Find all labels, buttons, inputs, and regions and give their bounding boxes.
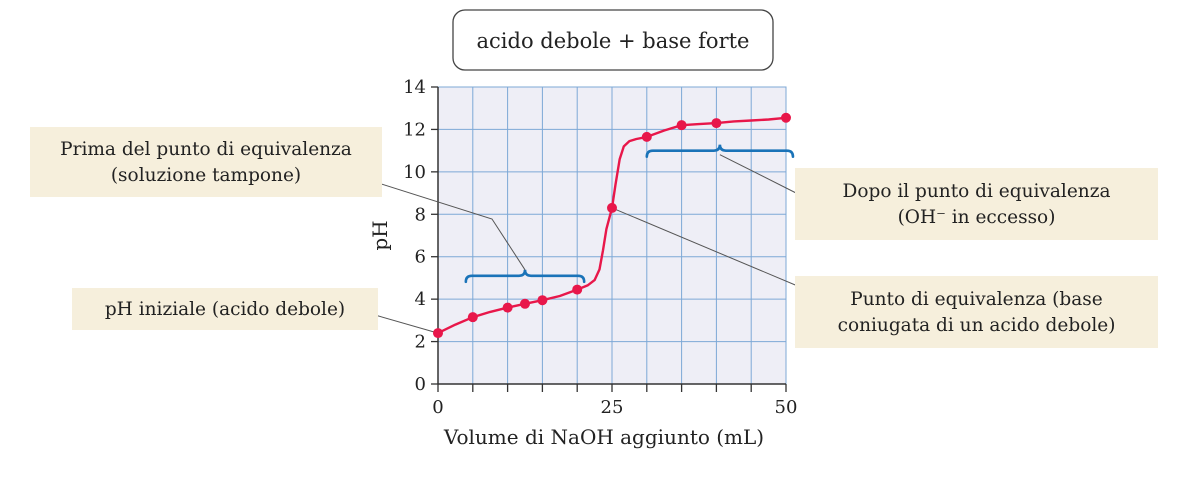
chart-title-box: acido debole + base forte [452,9,774,71]
callout: pH iniziale (acido debole) [72,288,378,330]
x-tick-label: 25 [601,397,624,418]
callout-text: coniugata di un acido debole) [838,315,1116,336]
callout-text: pH iniziale (acido debole) [105,299,345,320]
y-tick-label: 8 [415,204,426,225]
y-tick-label: 0 [415,374,426,395]
data-point [520,298,530,309]
leader-line [611,207,801,288]
series [433,112,791,339]
curly-bracket [645,144,795,158]
y-tick-label: 6 [415,247,426,268]
callout-text: (soluzione tampone) [111,165,301,186]
leader-line [374,314,439,334]
data-point [502,302,513,313]
leader-line [719,154,801,196]
callout-text: Punto di equivalenza (base [850,289,1102,310]
data-point [781,112,791,123]
data-point [572,284,583,295]
callout: Prima del punto di equivalenza (soluzione… [30,127,382,197]
callouts: Prima del punto di equivalenza (soluzione… [30,127,1158,348]
chart-title: acido debole + base forte [477,29,750,53]
callout-box [795,168,1158,240]
callout-box [30,127,382,197]
y-tick-label: 4 [415,289,426,310]
callout: Dopo il punto di equivalenza (OH⁻ in ecce… [795,168,1158,240]
callout-text: (OH⁻ in eccesso) [898,207,1056,228]
callout-text: Prima del punto di equivalenza [60,139,352,160]
y-tick-label: 12 [403,119,426,140]
y-tick-label: 10 [403,162,426,183]
y-axis-title: pH [368,220,392,250]
x-tick-label: 0 [432,397,443,418]
leader-line [374,181,526,271]
data-point [641,131,652,142]
leader-lines [374,154,801,334]
y-tick-label: 14 [403,77,426,98]
callout-box [795,276,1158,348]
data-point [433,328,443,339]
data-point [607,202,617,213]
callout: Punto di equivalenza (base coniugata di u… [795,276,1158,348]
data-point [537,295,548,306]
x-axis-title: Volume di NaOH aggiunto (mL) [443,425,764,449]
data-point [467,312,478,323]
data-point [711,118,722,129]
data-point [676,120,687,131]
callout-box [72,288,378,330]
x-tick-label: 50 [775,397,798,418]
callout-text: Dopo il punto di equivalenza [843,181,1111,202]
y-tick-label: 2 [415,332,426,353]
